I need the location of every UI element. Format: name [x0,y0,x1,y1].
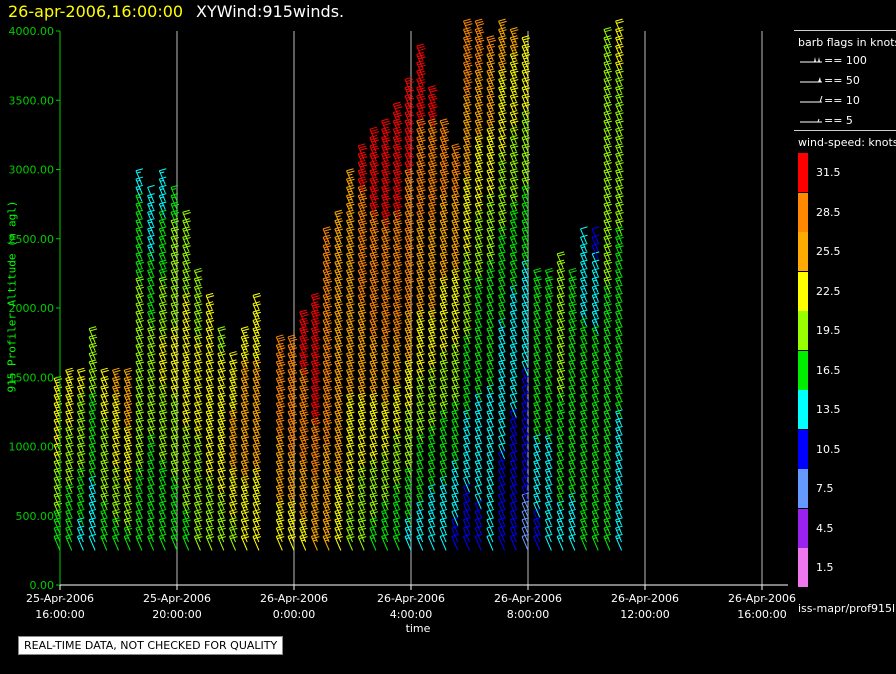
barb-feather [88,326,97,330]
barb-feather [183,212,191,216]
wind-barb [76,367,86,385]
barb-feather [77,367,85,371]
barb-feather [382,120,390,124]
barb-feather [371,131,379,135]
barb-feather [395,106,403,110]
title-product: XYWind:915winds. [196,2,345,21]
barb-feather [252,292,261,296]
barb-half-feather [160,171,165,174]
barb-half-feather [348,173,353,176]
barb-feather [417,45,425,49]
barb-feather [394,104,402,107]
wind-barb [88,326,98,343]
barb-feather [289,338,298,342]
barb-feather [241,326,249,330]
barb-feather [393,101,401,105]
barb-feather [242,328,250,332]
barb-half-feather [171,188,177,191]
wind-barb [65,367,74,385]
wind-barb [112,367,121,385]
barb-feather [54,378,63,382]
barb-feather [313,297,321,301]
wind-barb [123,367,133,385]
barb-half-feather [324,231,330,234]
title-date: 26-apr-2006,16:00:00 [8,2,184,21]
barb-feather [229,351,237,355]
barb-shaft [427,536,435,551]
barb-feather [311,292,319,296]
wind-barb [135,168,144,185]
barb-feather [206,295,215,299]
barb-feather [347,170,355,174]
barb-feather [278,338,286,342]
barb-feather [277,336,285,340]
barb-feather [113,369,121,373]
barb-feather [359,147,368,151]
barb-feather [405,79,414,83]
barb-feather [182,209,190,213]
barb-feather [359,145,367,149]
barb-feather [381,118,389,122]
barb-feather [218,328,226,332]
barb-feather [299,309,307,313]
barb-half-feather [242,331,248,334]
wind-barbs [53,18,624,551]
barb-half-feather [136,171,141,174]
barb-feather [230,353,238,357]
barb-half-feather [55,381,61,384]
barb-feather [78,369,86,373]
barb-half-feather [336,215,341,218]
barb-feather [301,314,309,317]
barb-half-feather [114,373,119,376]
barb-half-feather [67,373,72,376]
barb-feather [322,226,331,230]
barb-feather [300,311,308,315]
barb-feather [323,228,332,232]
barb-feather [276,334,284,338]
barb-feather [101,369,109,373]
barb-feather [65,367,73,371]
barb-feather [125,369,133,373]
barb-feather [358,143,366,147]
barb-feather [124,367,132,371]
barb-half-feather [125,373,131,376]
barb-feather [147,184,155,188]
barb-feather [312,295,320,299]
barb-shaft [88,527,96,543]
barb-feather [159,168,167,172]
barb-feather [334,209,342,213]
barb-feather [66,369,74,373]
barb-feather [406,81,415,85]
wind-barb [147,184,155,202]
barb-feather [100,367,108,371]
barb-feather [194,267,202,271]
barb-shaft [147,187,155,202]
barb-feather [253,295,261,299]
barb-feather [335,212,343,216]
barb-feather [135,168,144,172]
barb-feather [416,43,424,47]
barb-feather [369,126,378,130]
barb-feather [370,128,378,132]
barb-feather [346,168,354,172]
barb-feather [89,328,98,332]
barb-feather [418,48,426,52]
barb-feather [205,292,214,296]
barb-feather [288,336,297,340]
barb-feather [217,326,225,330]
wind-barb [100,367,109,385]
barb-feather [383,122,391,126]
barb-feather [195,270,203,274]
barb-feather [112,367,120,371]
barb-shaft [88,536,96,551]
